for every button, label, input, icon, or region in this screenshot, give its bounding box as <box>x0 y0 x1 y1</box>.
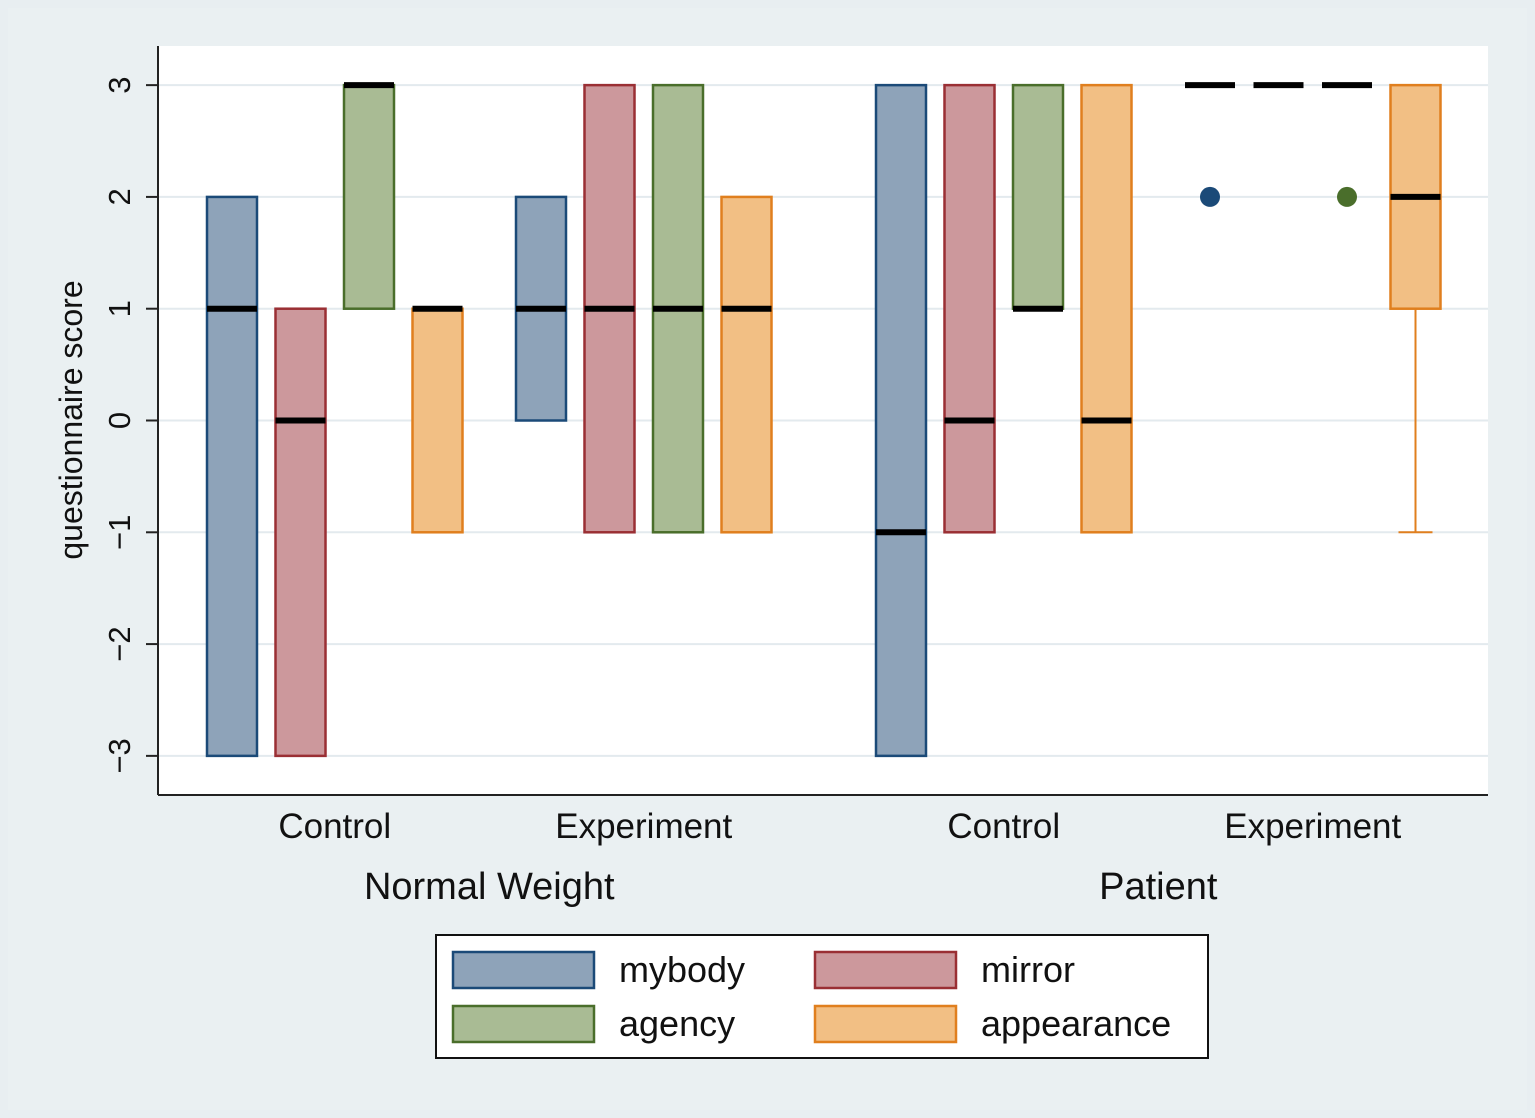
legend-swatch-mirror <box>813 950 958 990</box>
figure: 3 2 1 0 −1 −2 −3 questionnaire score Control Ex… <box>8 8 1527 1110</box>
x-category-label: Experiment <box>1224 807 1401 846</box>
box-agency <box>342 83 396 310</box>
y-tick-label: −2 <box>102 626 137 661</box>
legend-swatch-mybody <box>451 950 596 990</box>
y-tick-label: −1 <box>102 515 137 550</box>
legend-label-mirror: mirror <box>981 949 1075 990</box>
y-axis-title: questionnaire score <box>53 280 89 559</box>
box-appearance <box>720 195 773 534</box>
x-category-label: Control <box>278 807 391 846</box>
x-group-label: Patient <box>1099 866 1218 908</box>
legend-swatch-appearance <box>813 1004 958 1044</box>
outlier-point-mybody <box>1200 186 1220 207</box>
legend-label-appearance: appearance <box>981 1003 1171 1044</box>
y-tick-label: 0 <box>102 412 137 429</box>
y-tick-label: 1 <box>102 300 137 317</box>
box-appearance <box>411 307 464 534</box>
y-tick-label: −3 <box>102 738 137 773</box>
box-agency <box>1011 83 1065 310</box>
y-tick-label: 2 <box>102 188 137 205</box>
x-category-label: Control <box>947 807 1060 846</box>
box-mirror <box>943 83 996 534</box>
box-mybody <box>874 83 928 758</box>
legend-label-agency: agency <box>619 1003 735 1044</box>
box-mirror <box>274 307 327 758</box>
outlier-point-agency <box>1337 186 1357 207</box>
x-group-label: Normal Weight <box>364 866 615 908</box>
x-category-label: Experiment <box>555 807 732 846</box>
y-tick-label: 3 <box>102 77 137 94</box>
box-mybody <box>205 195 259 758</box>
box-appearance <box>1080 83 1133 534</box>
box-plot-chart: 3 2 1 0 −1 −2 −3 questionnaire score Control Ex… <box>53 46 1488 1059</box>
legend-label-mybody: mybody <box>619 949 745 990</box>
legend-swatch-agency <box>451 1004 596 1044</box>
